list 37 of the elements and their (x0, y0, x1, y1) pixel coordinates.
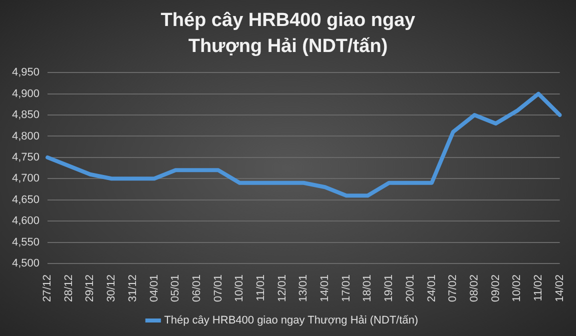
x-tick-label: 08/02 (468, 274, 480, 302)
y-tick-label: 4,700 (12, 172, 40, 185)
x-tick-label: 13/01 (298, 274, 310, 302)
x-tick-label: 11/02 (532, 274, 544, 302)
x-tick-label: 30/12 (106, 274, 118, 302)
x-tick-label: 07/01 (212, 274, 224, 302)
y-tick-label: 4,900 (12, 88, 40, 100)
x-tick-label: 10/02 (511, 274, 524, 302)
x-tick-label: 24/01 (426, 274, 438, 302)
x-tick-label: 10/01 (234, 274, 246, 302)
chart-title: Thép cây HRB400 giao ngay Thượng Hải (NDT/tấn) (160, 9, 416, 59)
x-tick-label: 06/01 (190, 274, 203, 302)
x-tick-label: 18/01 (362, 274, 374, 302)
x-tick-label: 17/01 (340, 274, 352, 302)
x-tick-label: 09/02 (490, 274, 502, 302)
y-tick-label: 4,550 (12, 236, 40, 248)
x-tick-label: 12/01 (276, 274, 288, 302)
y-tick-label: 4,750 (12, 151, 40, 164)
x-tick-label: 14/01 (319, 274, 332, 302)
x-tick-label: 07/02 (447, 274, 460, 302)
y-tick-label: 4,600 (12, 215, 40, 228)
x-tick-label: 20/01 (404, 274, 416, 302)
x-tick-label: 19/01 (383, 274, 396, 302)
y-tick-label: 4,950 (12, 66, 40, 79)
x-tick-label: 31/12 (126, 274, 139, 302)
x-tick-label: 29/12 (84, 274, 96, 302)
y-tick-label: 4,800 (12, 130, 40, 142)
y-tick-label: 4,650 (12, 194, 40, 206)
x-tick-label: 27/12 (42, 274, 54, 302)
x-tick-label: 05/01 (170, 274, 182, 302)
x-tick-label: 28/12 (62, 274, 75, 302)
x-tick-label: 11/01 (255, 274, 268, 302)
x-tick-label: 14/02 (554, 274, 566, 302)
y-tick-label: 4,850 (12, 109, 40, 122)
y-tick-label: 4,500 (12, 258, 40, 270)
x-tick-label: 04/01 (148, 274, 160, 302)
legend-label: Thép cây HRB400 giao ngay Thượng Hải (NDT/tấn) (164, 314, 418, 327)
